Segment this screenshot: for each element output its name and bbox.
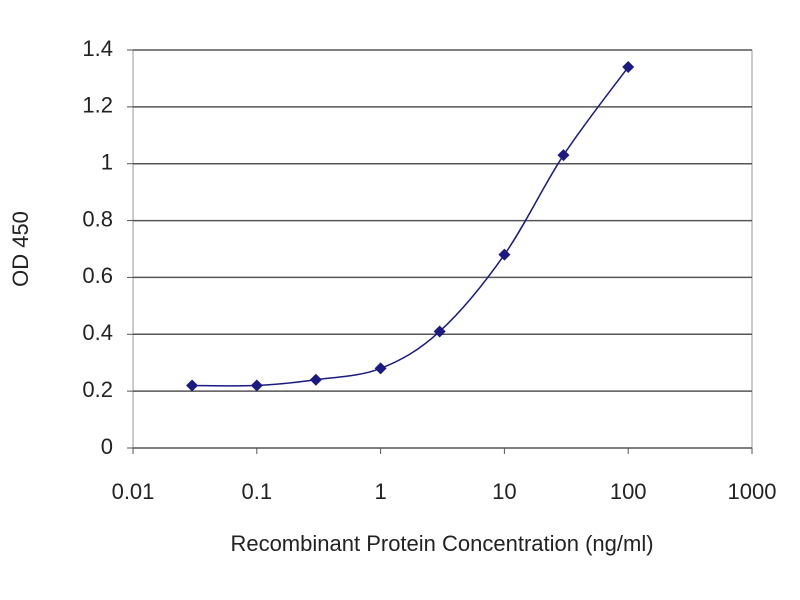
x-tick-label: 10 [492, 479, 516, 504]
point [622, 61, 635, 74]
plot-area [132, 49, 753, 449]
point [433, 325, 446, 338]
point [309, 373, 322, 386]
point [557, 149, 570, 162]
point [374, 362, 387, 375]
x-tick-label: 1000 [728, 479, 777, 504]
y-tick-label: 0.2 [82, 377, 113, 402]
y-tick-label: 0 [101, 434, 113, 459]
y-axis-label: OD 450 [8, 211, 33, 287]
x-axis-label: Recombinant Protein Concentration (ng/ml… [230, 531, 653, 556]
y-tick-label: 1.4 [82, 36, 113, 61]
y-tick-label: 1.2 [82, 93, 113, 118]
y-tick-label: 0.8 [82, 206, 113, 231]
y-tick-label: 0.6 [82, 263, 113, 288]
x-tick-label: 0.1 [242, 479, 273, 504]
x-tick-label: 0.01 [112, 479, 155, 504]
x-tick-label: 100 [610, 479, 647, 504]
x-tick-label: 1 [374, 479, 386, 504]
point [498, 248, 511, 261]
y-tick-label: 0.4 [82, 320, 113, 345]
point [186, 379, 199, 392]
y-tick-label: 1 [101, 150, 113, 175]
point [250, 379, 263, 392]
